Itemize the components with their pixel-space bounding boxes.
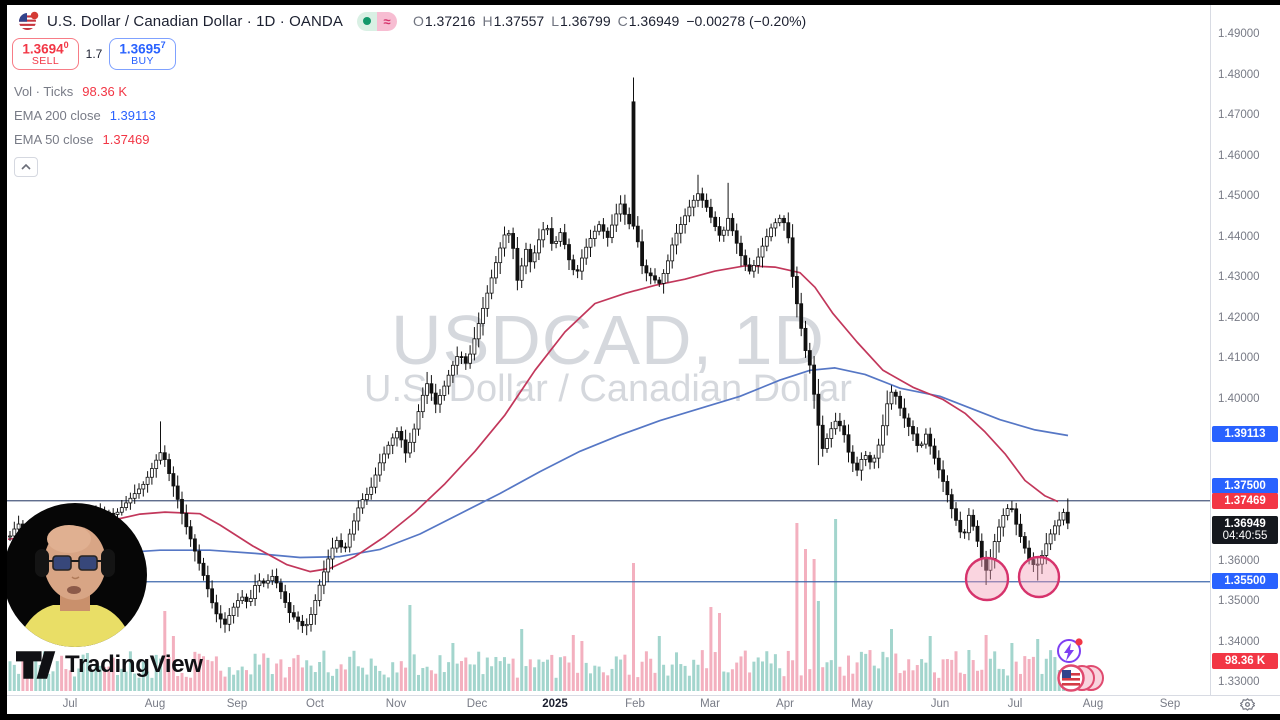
highlight-circle[interactable] (964, 556, 1010, 602)
high-value: 1.37557 (493, 13, 545, 29)
ema50-price-badge[interactable]: 1.37469 (1212, 492, 1278, 509)
events-stack-icon[interactable] (1057, 664, 1104, 692)
highlight-circle[interactable] (1017, 555, 1061, 599)
price-axis-label: 1.48000 (1218, 68, 1260, 81)
time-axis-label-Jul: Jul (62, 698, 78, 710)
price-axis-label: 1.35000 (1218, 595, 1260, 607)
buy-button[interactable]: 1.36957 BUY (109, 38, 176, 70)
price-axis-label: 1.43000 (1218, 271, 1260, 283)
spread-value: 1.7 (85, 47, 103, 61)
price-axis-label: 1.42000 (1218, 311, 1260, 324)
time-axis-label-Aug: Aug (1082, 698, 1104, 710)
ohlc-readout: O1.37216 H1.37557 L1.36799 C1.36949 −0.0… (412, 13, 807, 29)
close-value: 1.36949 (628, 13, 680, 29)
synthetic-data-icon: ≈ (376, 11, 397, 31)
time-axis-label-Jul: Jul (1007, 698, 1023, 710)
time-axis-label-Mar: Mar (700, 698, 720, 710)
price-axis[interactable]: 1.49000 1.48000 1.47000 1.46000 1.45000 1.440… (1210, 5, 1280, 695)
price-axis-label: 1.34000 (1218, 635, 1260, 648)
trade-panel: 1.36940 SELL 1.7 1.36957 BUY (12, 38, 176, 70)
time-axis-label-Apr: Apr (776, 698, 794, 710)
candles (8, 77, 1070, 636)
ema50-line (7, 264, 1059, 573)
indicator-legend: Vol · Ticks 98.36 K EMA 200 close 1.3911… (14, 79, 156, 177)
sell-button[interactable]: 1.36940 SELL (12, 38, 79, 70)
price-axis-label: 1.47000 (1218, 109, 1260, 121)
presenter-avatar (15, 525, 135, 647)
price-axis-label: 1.33000 (1218, 676, 1260, 688)
volume-badge[interactable]: 98.36 K (1212, 652, 1278, 669)
price-axis-border (1210, 5, 1211, 695)
tradingview-logo-text: TradingView (65, 651, 203, 678)
level-1355-badge[interactable]: 1.35500 (1212, 572, 1278, 589)
ema200-price-badge[interactable]: 1.39113 (1212, 425, 1278, 442)
tradingview-logo-icon (16, 651, 56, 679)
last-price-countdown-badge[interactable]: 1.36949 04:40:55 (1212, 515, 1278, 544)
symbol-title[interactable]: U.S. Dollar / Canadian Dollar · 1D · OAN… (47, 12, 343, 30)
time-axis-label-Feb: Feb (625, 698, 645, 710)
volume-legend-row[interactable]: Vol · Ticks 98.36 K (14, 83, 128, 99)
collapse-legend-button[interactable] (14, 157, 38, 177)
video-border-top (0, 0, 1280, 5)
volume-bars (8, 519, 1070, 691)
chart-event-icons (1057, 638, 1104, 692)
time-axis-label-Aug: Aug (144, 698, 166, 710)
time-axis-label-May: May (851, 698, 873, 710)
chart-header: U.S. Dollar / Canadian Dollar · 1D · OAN… (18, 10, 806, 32)
change-value: −0.00278 (−0.20%) (686, 13, 807, 29)
time-axis-label-Jun: Jun (930, 698, 950, 710)
ema200-line (7, 367, 1069, 577)
usdcad-flag-icon (18, 11, 39, 32)
time-axis-border (7, 695, 1280, 696)
price-axis-label: 1.36000 (1218, 554, 1260, 567)
ema50-legend-row[interactable]: EMA 50 close 1.37469 (14, 131, 150, 147)
webcam-overlay (3, 503, 147, 647)
open-value: 1.37216 (424, 13, 476, 29)
ema50-value: 1.37469 (102, 131, 150, 147)
level-1375-badge[interactable]: 1.37500 (1212, 477, 1278, 494)
market-open-dot-icon (356, 11, 377, 31)
ema200-value: 1.39113 (109, 107, 156, 123)
time-axis[interactable]: Jul Aug Sep Oct Nov Dec 2025 Feb Mar Apr May Jun Jul… (7, 695, 1210, 714)
time-axis-label-2025: 2025 (542, 698, 568, 710)
time-axis-label-Nov: Nov (385, 698, 407, 710)
time-axis-label-Oct: Oct (306, 698, 324, 710)
price-axis-label: 1.46000 (1218, 149, 1260, 162)
video-border-left (0, 0, 7, 720)
time-axis-label-Dec: Dec (466, 698, 488, 710)
volume-value: 98.36 K (82, 83, 128, 99)
video-border-bottom (0, 714, 1280, 720)
chevron-up-icon (21, 164, 31, 170)
time-axis-label-Sep: Sep (1159, 698, 1181, 710)
economic-event-icon[interactable] (1057, 638, 1083, 663)
market-status-pill[interactable]: ≈ (356, 11, 397, 31)
low-value: 1.36799 (560, 13, 611, 29)
price-axis-label: 1.45000 (1218, 190, 1260, 202)
price-axis-label: 1.44000 (1218, 230, 1260, 243)
price-axis-label: 1.40000 (1218, 392, 1260, 405)
axis-settings-gear-icon[interactable] (1240, 697, 1255, 712)
time-axis-label-Sep: Sep (226, 698, 248, 710)
tradingview-attribution[interactable]: TradingView (16, 651, 203, 679)
price-axis-label: 1.49000 (1218, 28, 1260, 40)
ema200-legend-row[interactable]: EMA 200 close 1.39113 (14, 107, 156, 123)
price-axis-label: 1.41000 (1218, 352, 1260, 364)
